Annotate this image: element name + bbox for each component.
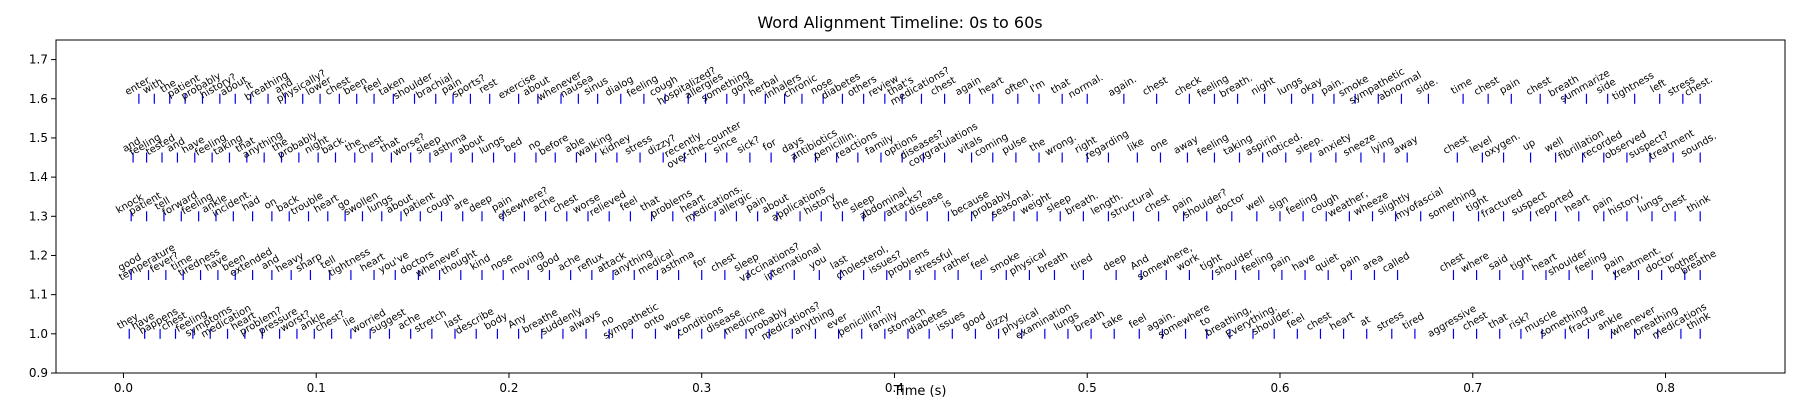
y-tick-label: 1.6: [29, 92, 48, 106]
word-label: have: [1290, 252, 1317, 274]
word-label: tired: [1401, 311, 1426, 332]
word-label: time: [1449, 76, 1474, 97]
y-tick-label: 1.0: [29, 327, 48, 341]
y-tick-label: 1.4: [29, 170, 48, 184]
word-label: lie: [342, 314, 358, 329]
x-tick-label: 0.3: [692, 381, 711, 395]
word-label: tired: [1069, 252, 1094, 273]
word-label: no: [600, 314, 616, 330]
word-label: tight: [1509, 252, 1535, 273]
word-label: well: [1244, 194, 1267, 213]
x-tick-label: 0.2: [499, 381, 518, 395]
word-label: called: [1381, 251, 1412, 275]
word-label: for: [761, 137, 779, 154]
y-tick-label: 1.7: [29, 53, 48, 67]
x-tick-label: 0.6: [1270, 381, 1289, 395]
word-label: heart: [977, 75, 1006, 98]
word-label: that: [1487, 312, 1510, 332]
y-tick-label: 1.5: [29, 131, 48, 145]
y-tick-label: 1.2: [29, 248, 48, 262]
word-label: quiet: [1313, 252, 1341, 274]
word-label: normal.: [1067, 72, 1106, 101]
word-label: chest: [1442, 134, 1471, 157]
word-marks-layer: [128, 93, 1701, 339]
word-label: pain: [1498, 76, 1522, 96]
y-tick-label: 1.3: [29, 209, 48, 223]
word-label: chest: [1659, 193, 1688, 216]
word-label: I'm: [1028, 78, 1047, 95]
word-label: at: [1358, 314, 1372, 329]
word-label: pain: [1338, 253, 1362, 273]
word-label: go: [336, 196, 352, 212]
x-tick-label: 0.1: [307, 381, 326, 395]
x-axis: 0.0 0.1 0.2 0.3 0.4 0.5 0.6 0.7 0.8: [114, 373, 1675, 395]
word-label: think: [1685, 193, 1712, 215]
word-label: away: [1392, 134, 1420, 157]
word-label: it: [244, 80, 255, 93]
x-tick-label: 0.7: [1463, 381, 1482, 395]
word-label: up: [1521, 137, 1537, 153]
word-label: to: [1198, 314, 1212, 329]
word-label: again.: [1106, 74, 1138, 99]
y-tick-label: 1.1: [29, 288, 48, 302]
word-label: one: [1148, 136, 1170, 155]
word-label: away: [1172, 134, 1200, 157]
word-label: chest: [1141, 75, 1170, 98]
x-tick-label: 0.0: [114, 381, 133, 395]
x-tick-label: 0.4: [885, 381, 904, 395]
word-label: said: [1487, 253, 1510, 273]
y-axis: 0.9 1.0 1.1 1.2 1.3 1.4 1.5 1.6 1.7: [29, 53, 56, 380]
word-label: often: [1003, 75, 1031, 97]
word-label: feel: [1127, 312, 1149, 331]
word-label: sick?: [735, 134, 762, 156]
word-label: good: [961, 311, 988, 333]
y-tick-label: 0.9: [29, 366, 48, 380]
word-label: no: [527, 137, 543, 153]
word-label: on: [262, 196, 278, 212]
plot-frame: [55, 39, 1786, 374]
x-axis-label: Time (s): [893, 384, 947, 399]
word-label: deep: [1101, 252, 1128, 274]
x-tick-label: 0.5: [1078, 381, 1097, 395]
word-label: feel: [969, 253, 991, 272]
word-label: bed: [503, 136, 525, 155]
chart-title: Word Alignment Timeline: 0s to 60s: [757, 13, 1042, 32]
word-labels-layer: enterwiththepatientprobablyhistory?about…: [114, 65, 1718, 343]
word-label: heart: [1328, 310, 1357, 333]
x-tick-label: 0.8: [1656, 381, 1675, 395]
word-label: area: [1361, 253, 1386, 274]
word-label: night: [1249, 75, 1277, 97]
